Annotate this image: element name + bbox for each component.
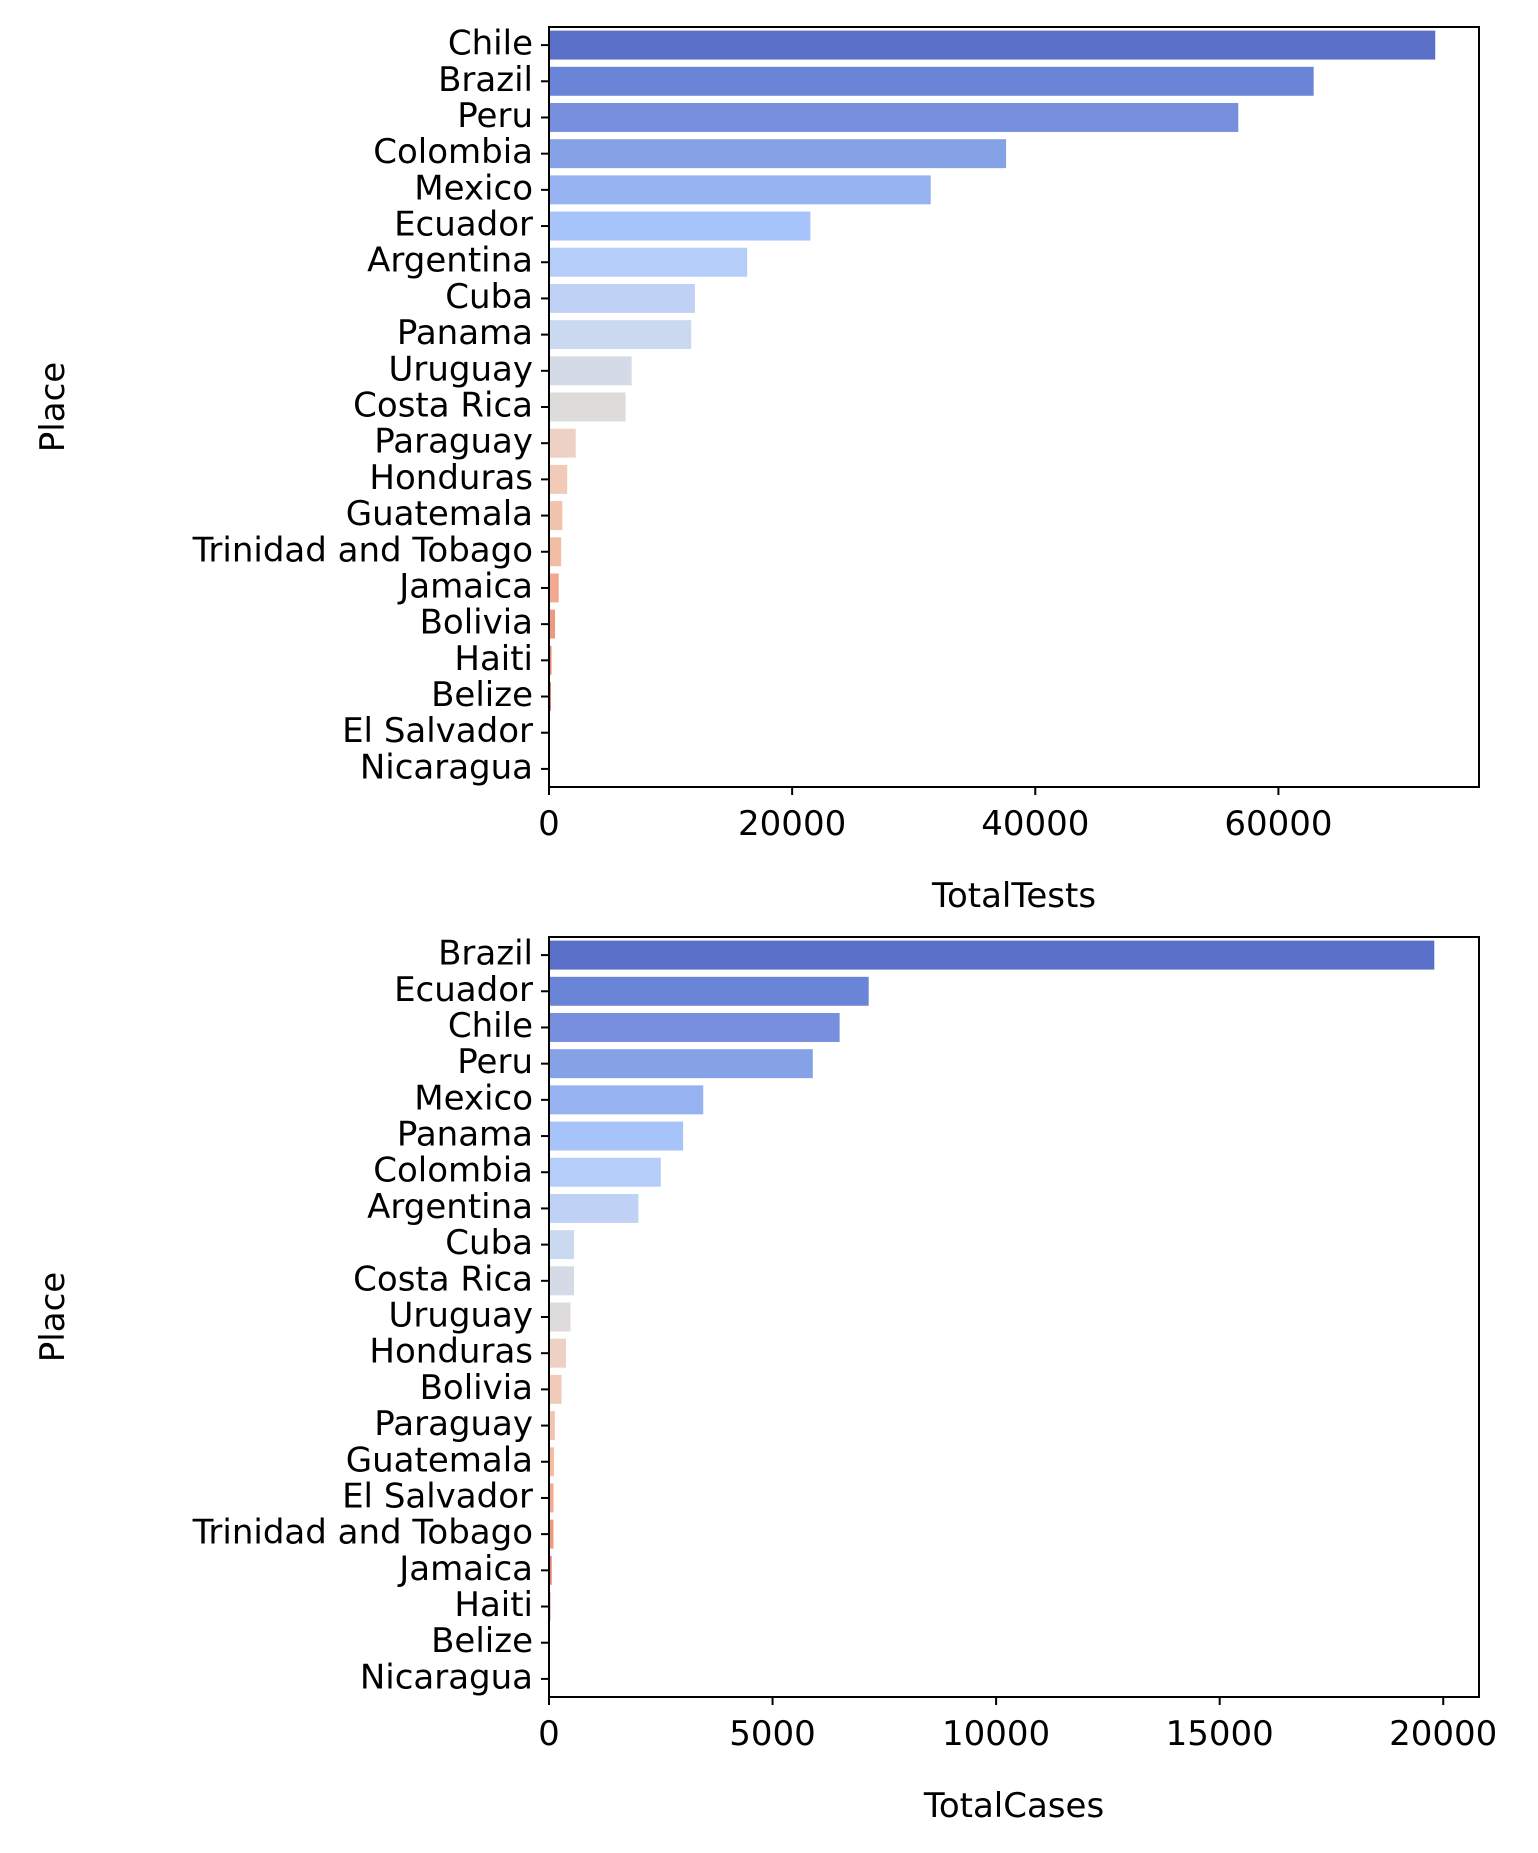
bar-ecuador — [549, 976, 869, 1006]
bar-uruguay — [549, 1302, 571, 1332]
y-tick-label-peru: Peru — [457, 96, 533, 136]
x-tick-label: 40000 — [981, 804, 1089, 844]
bar-uruguay — [549, 356, 632, 386]
y-tick-label-cuba: Cuba — [445, 1223, 533, 1263]
bar-panama — [549, 1121, 684, 1151]
y-axis-label: Place — [33, 362, 73, 452]
x-tick-label: 15000 — [1166, 1714, 1274, 1754]
bar-chile — [549, 1013, 840, 1042]
y-tick-label-haiti: Haiti — [454, 639, 533, 679]
y-axis-label: Place — [33, 1272, 73, 1362]
y-tick-label-mexico: Mexico — [414, 168, 533, 208]
bar-ecuador — [549, 211, 811, 241]
bar-bolivia — [549, 609, 556, 639]
y-tick-label-bolivia: Bolivia — [420, 1368, 533, 1408]
y-tick-label-bolivia: Bolivia — [420, 603, 533, 643]
y-tick-label-argentina: Argentina — [367, 241, 533, 281]
bar-peru — [549, 1049, 813, 1079]
bar-cuba — [549, 283, 695, 313]
y-tick-label-trinidad-and-tobago: Trinidad and Tobago — [192, 530, 533, 570]
y-tick-label-belize: Belize — [431, 675, 533, 715]
y-tick-label-costa-rica: Costa Rica — [353, 386, 533, 426]
y-tick-label-trinidad-and-tobago: Trinidad and Tobago — [192, 1513, 533, 1553]
x-tick-label: 20000 — [738, 804, 846, 844]
y-tick-label-chile: Chile — [448, 1006, 533, 1046]
y-tick-label-honduras: Honduras — [369, 1332, 533, 1372]
y-tick-label-costa-rica: Costa Rica — [353, 1259, 533, 1299]
bar-guatemala — [549, 1447, 554, 1477]
y-tick-label-belize: Belize — [431, 1621, 533, 1661]
y-tick-label-panama: Panama — [397, 1115, 533, 1155]
y-tick-label-peru: Peru — [457, 1042, 533, 1082]
y-tick-label-colombia: Colombia — [373, 1151, 533, 1191]
x-tick-label: 0 — [538, 804, 560, 844]
y-tick-label-guatemala: Guatemala — [346, 1440, 533, 1480]
x-tick-label: 60000 — [1224, 804, 1332, 844]
y-tick-label-el-salvador: El Salvador — [342, 711, 533, 751]
x-tick-label: 5000 — [729, 1714, 816, 1754]
bar-el-salvador — [549, 1483, 554, 1513]
bar-costa-rica — [549, 392, 626, 422]
bar-peru — [549, 103, 1239, 132]
y-tick-label-nicaragua: Nicaragua — [360, 1657, 533, 1697]
y-tick-label-guatemala: Guatemala — [346, 494, 533, 534]
bar-paraguay — [549, 428, 576, 458]
x-tick-label: 0 — [538, 1714, 560, 1754]
x-tick-label: 10000 — [942, 1714, 1050, 1754]
bar-trinidad-and-tobago — [549, 537, 562, 567]
bar-guatemala — [549, 501, 563, 531]
y-tick-label-uruguay: Uruguay — [389, 1296, 534, 1336]
y-tick-label-ecuador: Ecuador — [394, 970, 533, 1010]
y-tick-label-nicaragua: Nicaragua — [360, 747, 533, 787]
y-tick-label-paraguay: Paraguay — [374, 422, 533, 462]
y-tick-label-paraguay: Paraguay — [374, 1404, 533, 1444]
bar-paraguay — [549, 1411, 555, 1441]
bar-honduras — [549, 464, 568, 494]
y-tick-label-jamaica: Jamaica — [397, 566, 533, 606]
bar-chile — [549, 30, 1436, 60]
bar-cuba — [549, 1230, 575, 1260]
y-tick-label-mexico: Mexico — [414, 1078, 533, 1118]
bar-panama — [549, 320, 692, 350]
x-axis-label: TotalTests — [931, 876, 1096, 916]
y-tick-label-panama: Panama — [397, 313, 533, 353]
chart-total-tests: ChileBrazilPeruColombiaMexicoEcuadorArge… — [33, 24, 1480, 916]
chart-total-cases: BrazilEcuadorChilePeruMexicoPanamaColomb… — [33, 934, 1497, 1826]
bar-jamaica — [549, 573, 559, 603]
bar-costa-rica — [549, 1266, 575, 1296]
y-tick-label-chile: Chile — [448, 24, 533, 64]
bar-argentina — [549, 1193, 639, 1223]
y-tick-label-brazil: Brazil — [438, 934, 533, 974]
bar-mexico — [549, 175, 931, 205]
bar-brazil — [549, 940, 1435, 970]
x-tick-label: 20000 — [1389, 1714, 1497, 1754]
bar-honduras — [549, 1338, 566, 1368]
bar-argentina — [549, 247, 748, 277]
bar-colombia — [549, 139, 1007, 169]
y-tick-label-uruguay: Uruguay — [389, 349, 534, 389]
bar-jamaica — [549, 1555, 552, 1585]
y-tick-label-colombia: Colombia — [373, 132, 533, 172]
bar-haiti — [549, 645, 552, 675]
bar-trinidad-and-tobago — [549, 1519, 554, 1549]
bar-colombia — [549, 1157, 661, 1187]
x-axis-label: TotalCases — [923, 1786, 1104, 1826]
y-tick-label-honduras: Honduras — [369, 458, 533, 498]
bar-mexico — [549, 1085, 704, 1115]
y-tick-label-brazil: Brazil — [438, 60, 533, 100]
y-tick-label-ecuador: Ecuador — [394, 205, 533, 245]
y-tick-label-cuba: Cuba — [445, 277, 533, 317]
bar-bolivia — [549, 1374, 562, 1404]
y-tick-label-el-salvador: El Salvador — [342, 1476, 533, 1516]
y-tick-label-haiti: Haiti — [454, 1585, 533, 1625]
y-tick-label-argentina: Argentina — [367, 1187, 533, 1227]
y-tick-label-jamaica: Jamaica — [397, 1549, 533, 1589]
bar-brazil — [549, 66, 1314, 96]
